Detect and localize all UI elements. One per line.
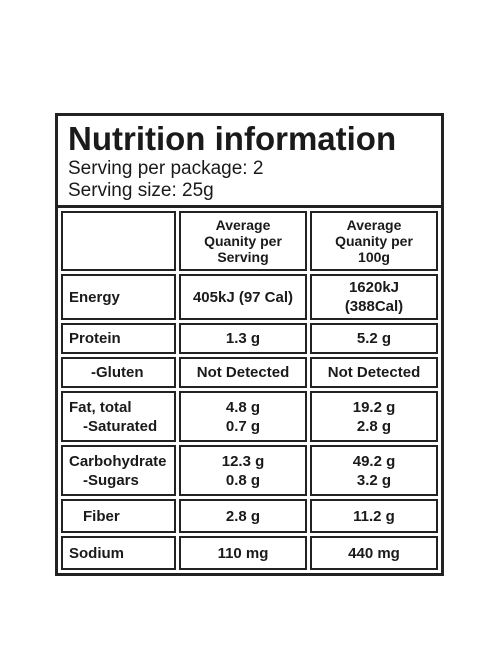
nutrient-value: 110 mg [179, 536, 307, 570]
serving-line: Serving size: 25g [68, 180, 214, 201]
name-line: -Sugars [83, 471, 139, 489]
value-line: 12.3 g [221, 452, 265, 470]
value-line: 2.8 g [356, 417, 392, 435]
name-line: Fiber [83, 507, 120, 525]
value-line: 0.8 g [225, 471, 261, 489]
nutrient-value: Not Detected [310, 357, 438, 388]
nutrient-value: 1.3 g [179, 323, 307, 354]
value-line: 11.2 g [353, 507, 395, 525]
nutrient-name: -Gluten [61, 357, 176, 388]
value-line: 1.3 g [225, 330, 261, 347]
value-line: 2.8 g [225, 507, 261, 525]
value-line: Not Detected [196, 364, 290, 381]
value-line: 19.2 g [352, 398, 396, 416]
value-line: 49.2 g [352, 452, 396, 470]
nutrient-name: Protein [61, 323, 176, 354]
nutrient-value: 440 mg [310, 536, 438, 570]
nutrition-table: Average Quanity per Serving Average Quan… [58, 208, 441, 573]
nutrient-row: Fat, total -Saturated 4.8 g 0.7 g 19.2 g 2.8 … [61, 391, 438, 442]
empty-header [61, 211, 176, 271]
value-line: 0.7 g [225, 417, 261, 435]
column-header-text: Average Quanity per 100g [335, 217, 413, 265]
name-line: Sodium [69, 544, 124, 562]
column-header: Average Quanity per Serving [179, 211, 307, 271]
value-line: 3.2 g [356, 471, 392, 489]
nutrient-row: Sodium 110 mg 440 mg [61, 536, 438, 570]
serving-line: Serving per package: 2 [68, 158, 264, 179]
nutrient-row: Energy 405kJ (97 Cal) 1620kJ (388Cal) [61, 274, 438, 320]
name-line: -Saturated [83, 417, 158, 435]
nutrient-row: Protein 1.3 g 5.2 g [61, 323, 438, 354]
nutrient-value: 5.2 g [310, 323, 438, 354]
label-header: Nutrition information Serving per packag… [58, 116, 441, 208]
value-line: 4.8 g [225, 398, 261, 416]
nutrient-row: Carbohydrate -Sugars 12.3 g 0.8 g 49.2 g 3.2 … [61, 445, 438, 496]
nutrient-name: Fiber [61, 499, 176, 533]
title: Nutrition information [68, 120, 397, 157]
value-line: Not Detected [327, 364, 421, 381]
nutrient-value: 1620kJ (388Cal) [310, 274, 438, 320]
name-line: -Gluten [91, 364, 144, 381]
column-header: Average Quanity per 100g [310, 211, 438, 271]
value-line: 440 mg [348, 544, 400, 562]
nutrient-value: 49.2 g 3.2 g [310, 445, 438, 496]
value-line: 5.2 g [356, 330, 392, 347]
column-header-text: Average Quanity per Serving [204, 217, 282, 265]
value-line: 110 mg [217, 544, 269, 562]
name-line: Carbohydrate [69, 452, 167, 470]
name-line: Energy [69, 288, 120, 306]
nutrient-name: Fat, total -Saturated [61, 391, 176, 442]
nutrient-value: 4.8 g 0.7 g [179, 391, 307, 442]
nutrient-row: Fiber 2.8 g 11.2 g [61, 499, 438, 533]
nutrient-value: Not Detected [179, 357, 307, 388]
name-line: Fat, total [69, 398, 132, 416]
nutrient-value: 2.8 g [179, 499, 307, 533]
nutrient-name: Energy [61, 274, 176, 320]
nutrient-value: 19.2 g 2.8 g [310, 391, 438, 442]
nutrition-label: Nutrition information Serving per packag… [55, 113, 444, 576]
header-row: Average Quanity per Serving Average Quan… [61, 211, 438, 271]
nutrient-value: 12.3 g 0.8 g [179, 445, 307, 496]
nutrient-name: Carbohydrate -Sugars [61, 445, 176, 496]
value-line: 405kJ (97 Cal) [192, 288, 294, 306]
nutrient-value: 405kJ (97 Cal) [179, 274, 307, 320]
nutrient-name: Sodium [61, 536, 176, 570]
name-line: Protein [69, 330, 121, 347]
nutrient-value: 11.2 g [310, 499, 438, 533]
nutrient-row: -Gluten Not Detected Not Detected [61, 357, 438, 388]
value-line: 1620kJ (388Cal) [344, 279, 404, 315]
